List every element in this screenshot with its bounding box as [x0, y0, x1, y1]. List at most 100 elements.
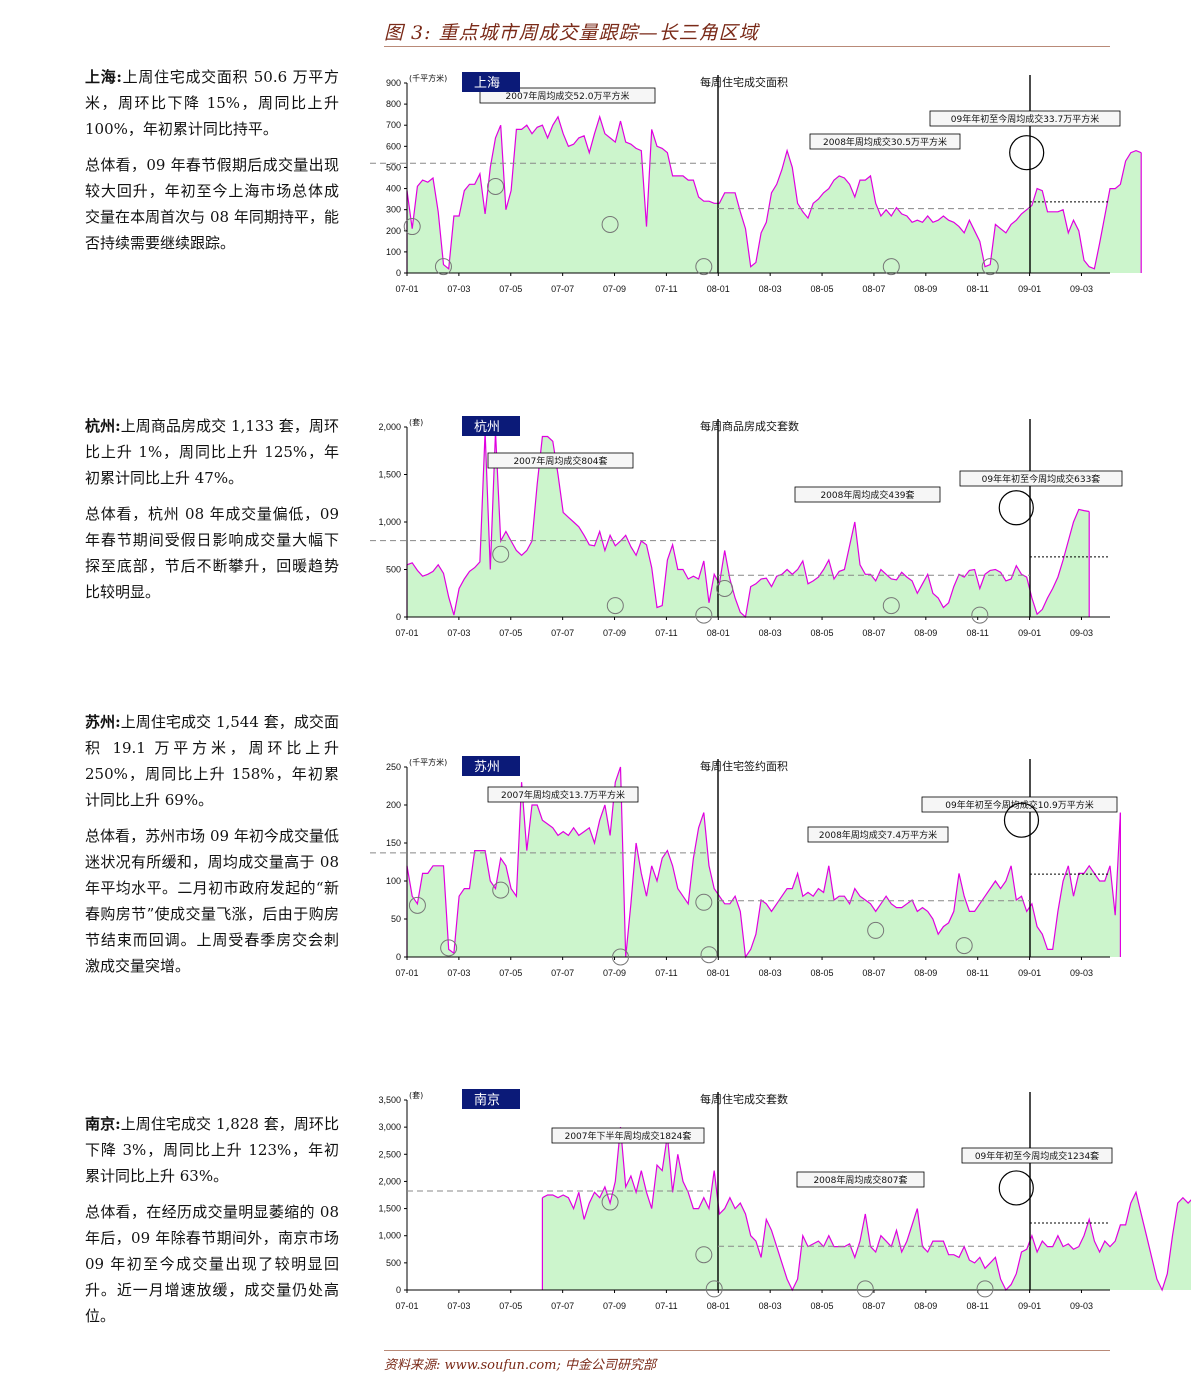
average-label-box	[929, 110, 1121, 127]
x-tick-label: 07-11	[655, 1301, 677, 1311]
x-tick-label: 09-03	[1070, 1301, 1093, 1311]
x-tick-label: 08-03	[759, 628, 782, 638]
highlight-circle	[408, 896, 426, 914]
y-tick-label: 100	[386, 876, 401, 886]
x-tick-label: 08-09	[914, 968, 937, 978]
highlight-circle	[403, 218, 421, 236]
unit-label: (千平方米)	[409, 73, 447, 83]
unit-label: (千平方米)	[409, 757, 447, 767]
x-tick-label: 08-07	[862, 1301, 885, 1311]
highlight-circle	[998, 1170, 1034, 1206]
average-label: 2007年周均成交52.0万平方米	[506, 90, 630, 102]
x-tick-label: 08-07	[862, 284, 885, 294]
highlight-circle	[492, 881, 510, 899]
series-area	[407, 767, 1121, 957]
highlight-circle	[695, 258, 713, 276]
y-tick-label: 500	[386, 162, 401, 172]
series-area	[542, 1127, 1191, 1290]
bottom-rule	[384, 1350, 1110, 1351]
summary-text: 上周住宅成交 1,544 套，成交面积 19.1 万平方米，周环比上升 250%…	[85, 713, 339, 809]
highlight-circle	[440, 939, 458, 957]
y-tick-label: 2,000	[378, 422, 401, 432]
highlight-circle	[882, 258, 900, 276]
city-name: 上海:	[85, 68, 122, 86]
analysis-text: 总体看，09 年春节假期后成交量出现较大回升，年初至今上海市场总体成交量在本周首…	[85, 156, 339, 252]
x-tick-label: 08-11	[967, 284, 989, 294]
x-tick-label: 08-05	[811, 284, 834, 294]
text-section-shanghai: 上海:上周住宅成交面积 50.6 万平方米，周环比下降 15%，周同比上升 10…	[85, 64, 339, 266]
x-tick-label: 07-07	[551, 284, 574, 294]
y-tick-label: 1,500	[378, 1204, 401, 1214]
highlight-circle	[695, 893, 713, 911]
chart-svg: 0 100 200 300 400 500 600 700 800 900 07-01 07-03 07…	[370, 72, 1142, 294]
source-note: 资料来源: www.soufun.com; 中金公司研究部	[384, 1358, 656, 1373]
average-label: 2007年下半年周均成交1824套	[565, 1130, 692, 1142]
average-label-box	[479, 87, 656, 104]
x-tick-label: 08-09	[914, 628, 937, 638]
y-tick-label: 0	[396, 612, 401, 622]
highlight-circle	[601, 215, 619, 233]
unit-label: (套)	[409, 417, 423, 427]
y-tick-label: 3,000	[378, 1122, 401, 1132]
average-label: 09年年初至今周均成交10.9万平方米	[945, 799, 1094, 811]
average-label-box	[921, 796, 1118, 813]
highlight-circle	[612, 948, 630, 966]
average-label: 09年年初至今周均成交1234套	[975, 1150, 1099, 1162]
series-line	[406, 766, 1121, 959]
highlight-circle	[492, 545, 510, 563]
city-badge	[462, 756, 520, 776]
y-tick-label: 1,000	[378, 517, 401, 527]
city-name: 南京:	[85, 1115, 121, 1133]
x-tick-label: 08-07	[862, 628, 885, 638]
x-tick-label: 09-03	[1070, 284, 1093, 294]
average-label-box	[959, 470, 1123, 487]
x-tick-label: 07-01	[395, 1301, 418, 1311]
x-tick-label: 07-03	[447, 628, 470, 638]
y-tick-label: 200	[386, 800, 401, 810]
highlight-circle	[716, 580, 734, 597]
summary-text: 上周住宅成交 1,828 套，周环比下降 3%，周同比上升 123%，年初累计同…	[85, 1115, 339, 1185]
average-label: 2007年周均成交13.7万平方米	[501, 789, 625, 801]
x-tick-label: 08-03	[759, 1301, 782, 1311]
y-tick-label: 0	[396, 1285, 401, 1295]
highlight-circle	[867, 921, 885, 939]
analysis-text: 总体看，苏州市场 09 年初今成交量低迷状况有所缓和，周均成交量高于 08 年平…	[85, 827, 339, 975]
highlight-circle	[1003, 802, 1040, 838]
x-tick-label: 08-11	[967, 628, 989, 638]
text-section-suzhou: 苏州:上周住宅成交 1,544 套，成交面积 19.1 万平方米，周环比上升 2…	[85, 709, 339, 989]
chart-svg: 0 500 1,000 1,500 2,000 2,500 3,000 3,500 07-01 0…	[378, 1089, 1191, 1311]
highlight-circle	[976, 1280, 994, 1298]
x-tick-label: 07-03	[447, 968, 470, 978]
summary-text: 上周住宅成交面积 50.6 万平方米，周环比下降 15%，周同比上升 100%，…	[85, 68, 340, 138]
city-badge	[462, 1089, 520, 1109]
y-tick-label: 150	[386, 838, 401, 848]
x-tick-label: 08-05	[811, 968, 834, 978]
x-tick-label: 09-01	[1018, 628, 1041, 638]
figure-title: 图 3: 重点城市周成交量跟踪—长三角区域	[384, 22, 759, 44]
x-tick-label: 09-01	[1018, 1301, 1041, 1311]
x-tick-label: 08-01	[707, 628, 730, 638]
x-tick-label: 08-03	[759, 284, 782, 294]
chart-title: 每周住宅成交套数	[700, 1092, 788, 1106]
city-badge-label: 苏州	[474, 759, 500, 775]
x-tick-label: 07-11	[655, 968, 677, 978]
average-label: 2008年周均成交7.4万平方米	[819, 829, 937, 841]
y-tick-label: 200	[386, 226, 401, 236]
highlight-circle	[434, 258, 452, 276]
x-tick-label: 08-09	[914, 1301, 937, 1311]
x-tick-label: 08-05	[811, 628, 834, 638]
y-tick-label: 1,500	[378, 470, 401, 480]
x-tick-label: 07-11	[655, 628, 677, 638]
average-label-box	[796, 1171, 925, 1188]
y-tick-label: 500	[386, 565, 401, 575]
x-tick-label: 07-05	[499, 284, 522, 294]
highlight-circle	[601, 1193, 619, 1211]
highlight-circle	[695, 606, 713, 624]
chart-svg: 0 50 100 150 200 250 07-01 07-03 07-05 07-07 07-09…	[370, 756, 1122, 978]
x-tick-label: 07-09	[603, 284, 626, 294]
y-tick-label: 0	[396, 952, 401, 962]
highlight-circle	[955, 937, 973, 955]
city-badge-label: 南京	[474, 1092, 500, 1108]
average-label-box	[487, 452, 634, 469]
y-tick-label: 1,000	[378, 1231, 401, 1241]
